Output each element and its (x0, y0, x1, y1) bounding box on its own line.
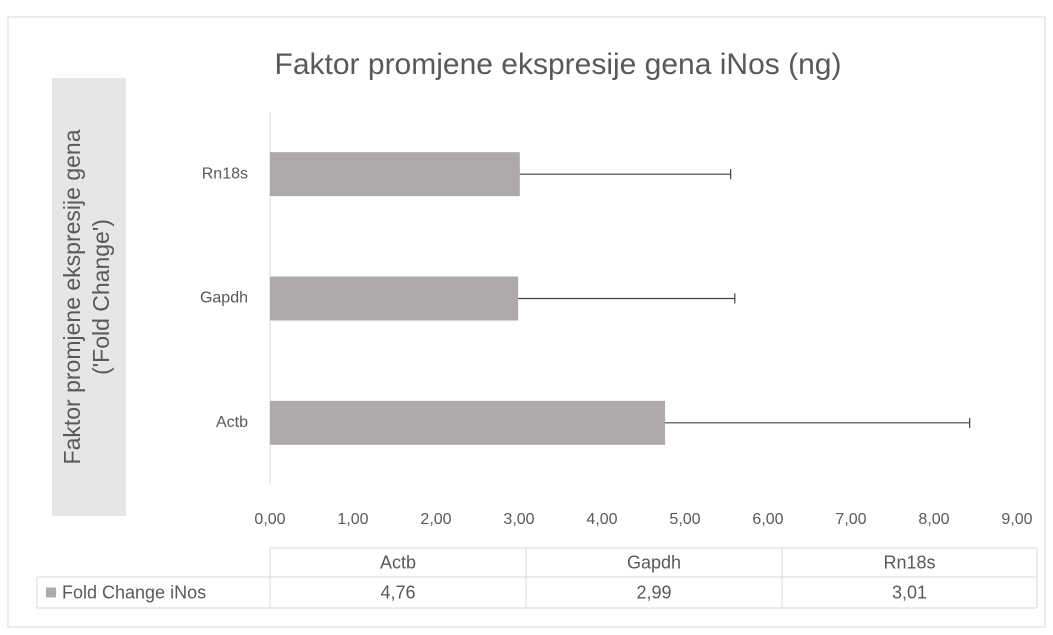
bar (270, 400, 666, 445)
table-header: Rn18s (883, 552, 935, 572)
y-tick-label: Gapdh (200, 290, 248, 307)
table-value: 4,76 (380, 582, 415, 602)
x-tick-label: 6,00 (752, 511, 783, 528)
table-value: 3,01 (892, 582, 927, 602)
x-tick-label: 5,00 (669, 511, 700, 528)
x-tick-label: 4,00 (586, 511, 617, 528)
table-value: 2,99 (636, 582, 671, 602)
x-tick-label: 1,00 (337, 511, 368, 528)
legend-label: Fold Change iNos (62, 582, 206, 602)
legend-swatch (46, 587, 56, 598)
y-label: Faktor promjene ekspresije gena ('Fold C… (59, 129, 114, 464)
y-label-line: Faktor promjene ekspresije gena (59, 129, 85, 464)
table-header: Actb (380, 552, 416, 572)
x-tick-label: 0,00 (254, 511, 285, 528)
table-header: Gapdh (627, 552, 681, 572)
y-tick-label: Rn18s (202, 165, 248, 182)
x-tick-label: 8,00 (918, 511, 949, 528)
bar (270, 276, 519, 321)
y-tick-label: Actb (216, 414, 248, 431)
y-label-box (52, 78, 126, 516)
bar (270, 152, 520, 197)
x-tick-label: 3,00 (503, 511, 534, 528)
x-tick-label: 9,00 (1001, 511, 1032, 528)
chart-title: Faktor promjene ekspresije gena iNos (ng… (275, 48, 842, 81)
x-tick-label: 7,00 (835, 511, 866, 528)
chart-frame (7, 16, 1046, 628)
x-tick-label: 2,00 (420, 511, 451, 528)
y-label-line: ('Fold Change') (88, 219, 114, 375)
